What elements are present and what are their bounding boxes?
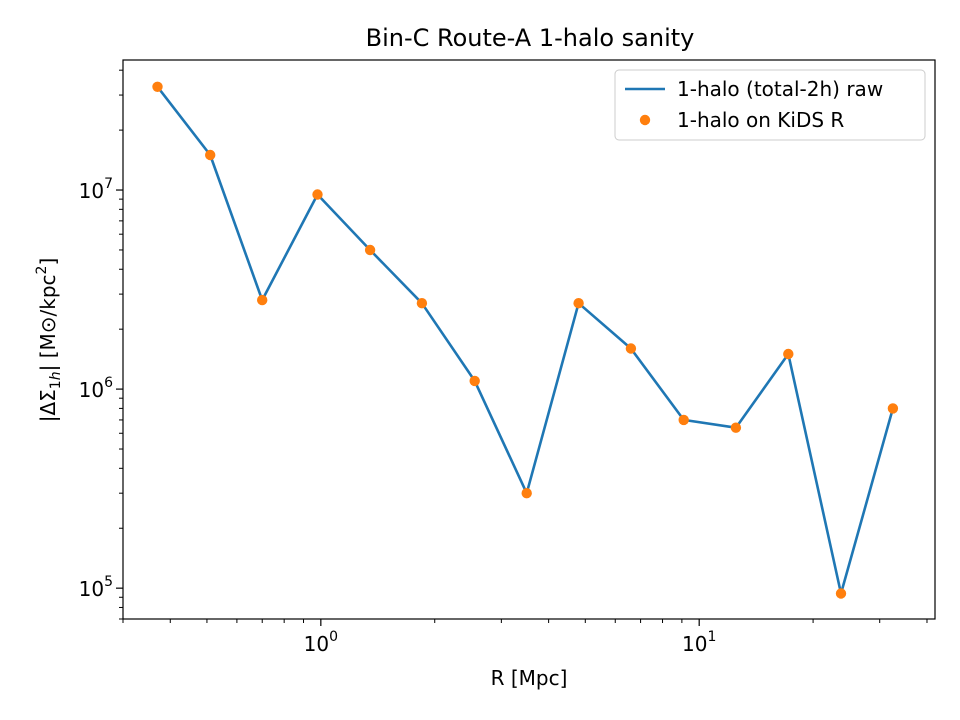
data-point — [521, 488, 532, 499]
data-point — [205, 149, 216, 161]
data-point — [678, 414, 689, 426]
x-axis-label: R [Mpc] — [491, 666, 568, 690]
legend-label: 1-halo (total-2h) raw — [677, 77, 883, 101]
data-point — [625, 343, 637, 354]
data-point — [573, 298, 584, 309]
data-point — [416, 298, 428, 309]
y-tick-label: 105 — [79, 574, 113, 601]
plot-layer — [152, 81, 899, 599]
legend-marker-swatch — [639, 114, 651, 126]
data-point — [312, 189, 323, 200]
x-tick-label: 100 — [304, 629, 338, 656]
data-point — [887, 403, 899, 414]
x-tick-label: 101 — [682, 629, 716, 656]
data-point — [152, 81, 163, 93]
data-point — [783, 348, 794, 360]
y-axis-label: |ΔΣ1h| [M⊙/kpc2] — [34, 258, 64, 423]
data-point — [469, 375, 480, 387]
legend-label: 1-halo on KiDS R — [677, 108, 844, 132]
legend: 1-halo (total-2h) raw 1-halo on KiDS R — [614, 69, 926, 141]
axis-ticks: 100 101 105 106 107 — [79, 69, 928, 656]
chart-title: Bin-C Route-A 1-halo sanity — [366, 24, 695, 52]
y-tick-label: 107 — [79, 176, 113, 203]
plot-area-frame — [122, 59, 936, 620]
data-point — [835, 588, 847, 599]
y-axis-label-text: |ΔΣ1h| [M⊙/kpc2] — [34, 258, 64, 423]
legend-box — [614, 69, 926, 141]
data-point — [257, 294, 268, 306]
y-tick-label: 106 — [79, 375, 113, 402]
data-point — [730, 422, 742, 433]
data-point — [364, 244, 376, 256]
